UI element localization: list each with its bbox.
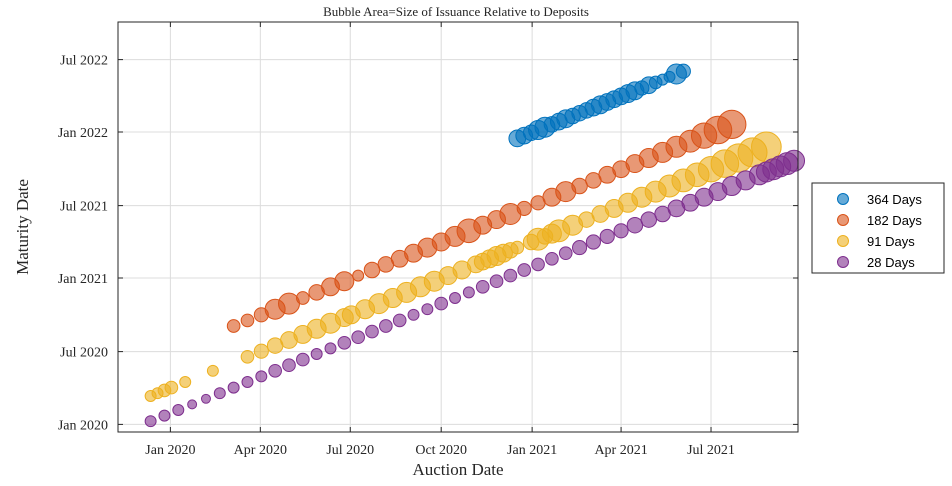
bubble-point: [268, 363, 282, 378]
bubble-point: [503, 268, 518, 283]
bubble-point: [407, 308, 420, 321]
bubble-point: [164, 380, 179, 395]
bubble-point: [379, 319, 393, 333]
bubble-point: [352, 269, 365, 282]
legend-marker: [837, 235, 849, 247]
legend-label: 28 Days: [867, 255, 915, 270]
bubble-point: [462, 286, 475, 299]
x-tick-label: Jul 2020: [326, 443, 374, 458]
x-tick-label: Jul 2021: [687, 443, 735, 458]
bubble-point: [296, 291, 310, 305]
bubble-point: [572, 240, 588, 256]
bubble-point: [334, 271, 355, 292]
x-tick-label: Oct 2020: [415, 443, 467, 458]
bubble-point: [640, 211, 658, 228]
bubble-point: [282, 358, 296, 373]
bubble-point: [363, 261, 381, 279]
y-tick-label: Jul 2020: [60, 346, 108, 361]
bubble-point: [226, 319, 241, 333]
bubble-point: [517, 263, 532, 277]
bubble-point: [571, 177, 588, 195]
bubble-point: [392, 313, 407, 328]
x-axis-label: Auction Date: [412, 460, 503, 479]
bubble-point: [296, 352, 310, 367]
legend-marker: [837, 193, 849, 205]
bubble-point: [240, 313, 255, 328]
y-tick-label: Jan 2022: [58, 126, 108, 141]
bubble-point: [449, 292, 462, 304]
legend-label: 91 Days: [867, 234, 915, 249]
bubble-point: [144, 415, 157, 428]
y-tick-labels: Jan 2020 Jul 2020 Jan 2021 Jul 2021 Jan 2022…: [58, 54, 108, 434]
bubble-point: [545, 251, 559, 266]
y-axis-label: Maturity Date: [13, 179, 32, 275]
series-2: [226, 109, 747, 333]
bubble-point: [531, 257, 545, 272]
bubble-point: [241, 376, 254, 388]
bubble-point: [421, 303, 434, 316]
bubble-point: [310, 348, 323, 360]
bubble-layer: [144, 63, 806, 428]
bubble-point: [475, 279, 490, 294]
bubble-point: [351, 330, 365, 345]
x-tick-label: Apr 2021: [594, 443, 647, 458]
bubble-point: [365, 324, 379, 339]
bubble-point: [172, 404, 185, 416]
bubble-point: [717, 109, 747, 140]
bubble-point: [489, 274, 504, 289]
legend-label: 182 Days: [867, 213, 922, 228]
bubble-point: [179, 376, 192, 388]
tick-marks: [118, 22, 798, 432]
bubble-point: [206, 364, 219, 377]
x-tick-labels: Jan 2020 Apr 2020 Jul 2020 Oct 2020 Jan 2021…: [145, 443, 735, 458]
bubble-point: [213, 387, 226, 400]
plot-frame: [117, 21, 799, 433]
bubble-point: [558, 246, 573, 261]
x-tick-label: Jan 2021: [507, 443, 557, 458]
bubble-point: [324, 342, 337, 355]
bubble-point: [201, 393, 211, 404]
legend-marker: [837, 256, 849, 268]
y-tick-label: Jul 2021: [60, 200, 108, 215]
x-tick-label: Jan 2020: [145, 443, 195, 458]
bubble-point: [613, 223, 629, 239]
y-tick-label: Jan 2020: [58, 418, 108, 433]
chart-title: Bubble Area=Size of Issuance Relative to…: [323, 4, 589, 19]
y-tick-label: Jan 2021: [58, 272, 108, 287]
bubble-point: [599, 228, 615, 244]
legend: 364 Days 182 Days 91 Days 28 Days: [811, 182, 945, 274]
bubble-point: [158, 409, 171, 422]
bubble-point: [187, 399, 198, 410]
bubble-point: [585, 234, 601, 250]
bubble-point: [516, 200, 532, 216]
series-4: [144, 149, 806, 428]
legend-label: 364 Days: [867, 192, 922, 207]
bubble-point: [783, 149, 806, 172]
bubble-point: [255, 370, 268, 383]
legend-marker: [837, 214, 849, 226]
bubble-point: [227, 381, 240, 394]
bubble-point: [675, 63, 691, 79]
series-1: [508, 63, 691, 148]
x-tick-label: Apr 2020: [234, 443, 287, 458]
y-tick-label: Jul 2022: [60, 54, 108, 69]
bubble-point: [240, 349, 255, 364]
bubble-point: [253, 343, 269, 359]
legend-box: [811, 182, 945, 274]
series-3: [144, 131, 782, 402]
bubble-point: [626, 216, 644, 234]
bubble-point: [337, 335, 352, 350]
bubble-point: [510, 240, 525, 255]
bubble-point: [434, 296, 449, 311]
